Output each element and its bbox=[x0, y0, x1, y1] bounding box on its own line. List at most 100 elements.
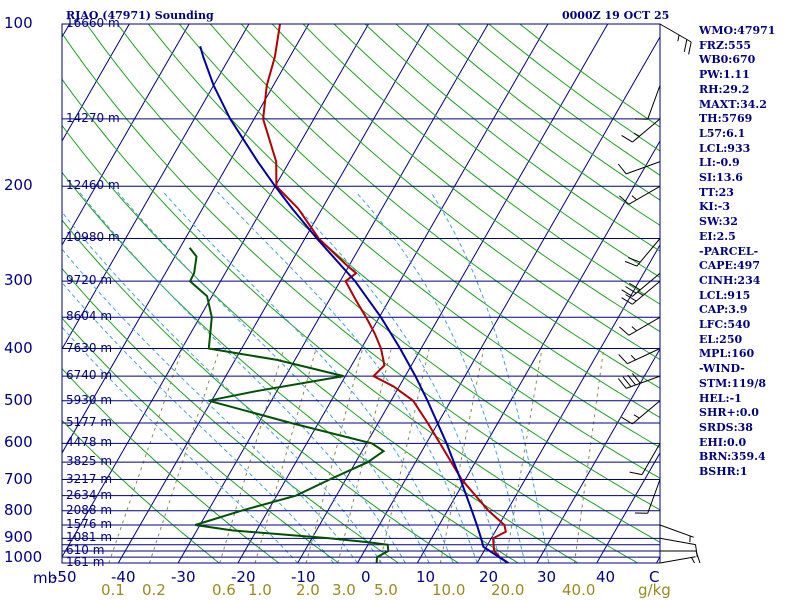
pressure-tick-label: 200 bbox=[4, 176, 33, 194]
wind-barb bbox=[660, 550, 701, 564]
height-label: 4478 m bbox=[66, 435, 113, 449]
pressure-tick-label: 700 bbox=[4, 470, 33, 488]
wind-barb bbox=[659, 556, 696, 564]
index-item: TH:5769 bbox=[699, 112, 753, 126]
temperature-tick-label: 10 bbox=[416, 568, 436, 586]
index-item: SRDS:38 bbox=[699, 420, 753, 434]
mixing-ratio-line bbox=[305, 348, 364, 563]
height-label: 3825 m bbox=[66, 454, 113, 468]
parcel-profile bbox=[199, 46, 509, 563]
temperature-tick-label: -20 bbox=[231, 568, 256, 586]
plot-frame bbox=[61, 23, 661, 564]
mixing-ratio-label: 0.2 bbox=[142, 581, 166, 599]
moist-adiabat-line bbox=[62, 211, 382, 563]
isotherm-line bbox=[237, 24, 549, 563]
index-item: CAP:3.9 bbox=[699, 303, 748, 317]
isotherm-line bbox=[297, 24, 609, 563]
height-label: 2088 m bbox=[66, 503, 113, 517]
temperature-tick-label: 40 bbox=[596, 568, 616, 586]
moist-adiabat-line bbox=[78, 191, 406, 563]
wind-barb bbox=[617, 373, 661, 389]
isotherm-line bbox=[62, 24, 190, 246]
isotherm-line bbox=[177, 24, 489, 563]
index-item: STM:119/8 bbox=[699, 376, 766, 390]
index-item: EL:250 bbox=[699, 332, 743, 346]
temperature-tick-label: -50 bbox=[52, 568, 77, 586]
index-item: WB0:670 bbox=[699, 53, 756, 67]
wind-barb bbox=[619, 316, 661, 336]
index-item: KI:-3 bbox=[699, 200, 730, 214]
moist-adiabat-line bbox=[162, 191, 454, 563]
height-label: 14270 m bbox=[66, 111, 120, 125]
moist-adiabat-line bbox=[430, 191, 550, 563]
temperature-tick-label: 20 bbox=[479, 568, 499, 586]
index-item: LFC:540 bbox=[699, 318, 751, 332]
isotherm-line bbox=[62, 24, 130, 143]
index-item: SI:13.6 bbox=[699, 171, 743, 185]
wind-barbs bbox=[617, 23, 701, 564]
isotherm-line bbox=[536, 347, 660, 563]
index-item: LI:-0.9 bbox=[699, 156, 740, 170]
mixing-ratio-label: 1.0 bbox=[248, 581, 272, 599]
index-item: MAXT:34.2 bbox=[699, 97, 767, 111]
plot-border bbox=[61, 23, 661, 564]
isotherm-line bbox=[62, 24, 310, 454]
height-label: 12460 m bbox=[66, 178, 120, 192]
index-item: LCL:915 bbox=[699, 288, 751, 302]
pressure-tick-label: 1000 bbox=[4, 548, 43, 566]
wind-barb bbox=[624, 238, 661, 267]
pressure-tick-label: 400 bbox=[4, 339, 33, 357]
isotherm-line bbox=[596, 451, 660, 563]
index-item: RH:29.2 bbox=[699, 82, 750, 96]
isotherm-line bbox=[117, 24, 429, 563]
index-item: PW:1.11 bbox=[699, 68, 750, 82]
mixing-ratio-label: 2.0 bbox=[296, 581, 320, 599]
wind-barb bbox=[634, 85, 661, 120]
mixing-ratio-label: 5.0 bbox=[374, 581, 398, 599]
mixing-ratio-label: 0.1 bbox=[101, 581, 125, 599]
wind-barb bbox=[621, 118, 661, 143]
height-label: 3217 m bbox=[66, 472, 113, 486]
moist-adiabat-line bbox=[62, 248, 358, 563]
mixing-ratio-line bbox=[439, 348, 485, 563]
height-label: 2634 m bbox=[66, 488, 113, 502]
index-item: BSHR:1 bbox=[699, 465, 748, 479]
index-item: LCL:933 bbox=[699, 141, 751, 155]
mixing-ratio-label: 3.0 bbox=[332, 581, 356, 599]
mixing-ratio-line bbox=[504, 348, 543, 563]
height-label: 16660 m bbox=[66, 16, 120, 30]
wind-barb bbox=[634, 479, 661, 514]
mixing-ratio-label: 0.6 bbox=[212, 581, 236, 599]
mixing-ratio-line bbox=[379, 348, 430, 563]
wind-barb bbox=[621, 280, 661, 305]
grid-lines bbox=[62, 24, 660, 563]
dewpoint-profile bbox=[188, 247, 390, 563]
isotherm-line bbox=[416, 140, 660, 563]
index-item: -PARCEL- bbox=[699, 244, 759, 258]
wind-barb bbox=[629, 443, 661, 476]
height-label: 1576 m bbox=[66, 517, 113, 531]
wind-barb bbox=[617, 161, 661, 175]
moist-adiabat-line bbox=[355, 191, 526, 563]
height-label: 6740 m bbox=[66, 368, 113, 382]
height-label: 1081 m bbox=[66, 530, 113, 544]
index-item: -WIND- bbox=[699, 362, 745, 376]
height-label: 610 m bbox=[66, 543, 105, 557]
moist-adiabat-line bbox=[117, 191, 430, 563]
height-label: 5177 m bbox=[66, 415, 113, 429]
wind-barb bbox=[621, 400, 661, 425]
temperature-tick-label: -30 bbox=[171, 568, 196, 586]
temperature-tick-label: 0 bbox=[361, 568, 371, 586]
index-item: EHI:0.0 bbox=[699, 435, 747, 449]
pressure-unit-label: mb bbox=[33, 569, 58, 587]
index-item: FRZ:555 bbox=[699, 38, 752, 52]
pressure-tick-label: 600 bbox=[4, 433, 33, 451]
temperature-tick-label: 30 bbox=[537, 568, 557, 586]
index-item: L57:6.1 bbox=[699, 126, 746, 140]
isotherm-line bbox=[62, 24, 250, 350]
sounding-series bbox=[188, 24, 509, 563]
isotherm-line bbox=[476, 243, 660, 563]
height-label: 8604 m bbox=[66, 309, 113, 323]
mixing-ratio-label: 40.0 bbox=[562, 581, 596, 599]
